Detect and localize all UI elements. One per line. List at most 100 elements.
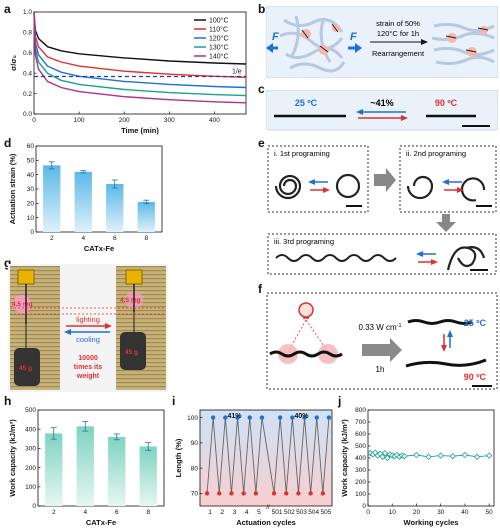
temperature-right: 90 ºC (435, 98, 458, 108)
y-tick-label: 500 (355, 443, 366, 450)
weight-note-line1: 10000 (78, 355, 98, 362)
panel-label-b: b (258, 2, 266, 16)
weight-label-left: 45 g (19, 365, 32, 372)
x-tick-label: 300 (164, 117, 175, 124)
low-point (253, 491, 259, 496)
data-point (384, 454, 391, 462)
y-tick-label: 600 (355, 431, 366, 438)
y-axis-label: Actuation strain (%) (8, 153, 17, 224)
data-point (449, 453, 456, 460)
x-tick-label: 100 (74, 117, 85, 124)
x-tick-label: 30 (437, 509, 445, 516)
condition-strain: strain of 50% (376, 19, 420, 28)
y-tick-label: 0.0 (23, 111, 32, 118)
plot-frame (33, 11, 247, 115)
high-point (302, 415, 307, 420)
network-aligned-illustration (431, 22, 495, 66)
y-tick-label: 100 (187, 415, 198, 422)
x-tick-label: 0 (366, 509, 370, 516)
y-tick-label: 0.4 (23, 70, 32, 77)
chart-a-stress-relaxation: 0.0 0.2 0.4 0.6 0.8 1.0 Time (min) σ/σ₀ 0 100 200 3… (9, 9, 247, 135)
y-tick-label: 800 (355, 407, 366, 414)
x-tick-label: 501 (272, 509, 283, 516)
x-tick-label: 1 (208, 509, 212, 516)
plot-frame (199, 409, 333, 507)
high-point (326, 415, 332, 420)
y-tick-label: 30 (27, 186, 35, 193)
down-step-arrow (436, 214, 456, 232)
x-tick-label: 4 (245, 509, 249, 516)
low-point (241, 491, 246, 496)
series-line-110°C (33, 11, 247, 78)
temperature-left: 25 ºC (295, 98, 318, 108)
force-arrow-left: F (266, 31, 279, 53)
step-third-label: iii. 3rd programing (274, 237, 334, 246)
low-point (204, 491, 210, 496)
contraction-percent: ~41% (370, 98, 393, 108)
panel-f-light-actuation: 0.33 W cm-1 1h 25 ºC 90 ºC (266, 292, 498, 390)
x-tick-label: 4 (81, 235, 85, 242)
x-tick-label: 2 (220, 509, 224, 516)
box-second-programming (399, 145, 497, 213)
series-line-140°C (33, 11, 247, 104)
low-point (284, 491, 289, 496)
coil-first-states (274, 173, 361, 200)
y-tick-label: 100 (355, 491, 366, 498)
clamp-left (17, 269, 35, 285)
y-tick-label: 300 (25, 446, 36, 453)
x-tick-label: 50 (486, 509, 494, 516)
x-tick-label: 2 (52, 509, 56, 516)
reference-label: 1/e (232, 68, 242, 75)
x-axis-label: Actuation cycles (236, 518, 296, 527)
y-tick-label: 500 (25, 407, 36, 414)
coil-second-states (406, 175, 486, 202)
x-axis-label: Time (min) (121, 126, 159, 135)
y-tick-label: 0.2 (23, 91, 32, 98)
panel-label-h: h (4, 394, 12, 408)
next-step-arrow (374, 168, 396, 192)
data-point (413, 451, 420, 459)
series-line-130°C (33, 11, 247, 97)
low-point (217, 491, 222, 496)
force-arrow-right: F (348, 31, 362, 53)
network-relaxed-illustration (279, 15, 346, 73)
legend-label: 120°C (209, 35, 229, 43)
x-tick-label: 4 (83, 509, 87, 516)
condition-temperature: 120°C for 1h (377, 29, 419, 38)
x-tick-label: 2 (50, 235, 54, 242)
x-tick-label: 400 (209, 117, 220, 124)
lighting-label: lighting (76, 315, 100, 324)
x-tick-label: 20 (413, 509, 421, 516)
bar-6 (108, 436, 126, 506)
y-tick-label: 70 (191, 491, 199, 498)
data-point (401, 453, 408, 460)
time-label: 1h (376, 365, 385, 374)
panel-label-j: j (338, 394, 342, 408)
y-axis-label: Work capacity (kJ/m³) (340, 419, 349, 497)
low-point (320, 491, 326, 496)
x-axis-label: Working cycles (404, 518, 459, 527)
x-tick-label: 505 (320, 509, 331, 516)
chart-h-work-capacity: 0 100 200 300 400 500 CATx-Fe Work capacity (kJ… (8, 407, 165, 527)
high-point (314, 415, 319, 420)
high-point (290, 415, 295, 420)
data-point (485, 452, 493, 459)
bar-4 (76, 426, 94, 506)
y-tick-label: 0 (32, 503, 36, 510)
photo-right-background (116, 266, 166, 390)
high-point (223, 415, 228, 420)
high-point (210, 415, 216, 420)
data-point (381, 450, 389, 457)
temperature-hot: 90 ºC (464, 372, 487, 382)
bar-8 (137, 201, 155, 232)
panel-e-programming: i. 1st programing ii. 2nd programing iii… (267, 145, 497, 275)
height-guides (10, 307, 166, 315)
y-tick-label: 10 (27, 215, 35, 222)
chart-i-length-cycles: 70 80 90 100 Actuation cycles Length (%) 1 2 3 4 5… (174, 409, 333, 527)
force-label-right: F (350, 31, 357, 43)
legend-label: 130°C (209, 44, 229, 52)
y-tick-label: 20 (27, 201, 35, 208)
x-tick-label: 3 (233, 509, 237, 516)
low-point (271, 491, 277, 496)
